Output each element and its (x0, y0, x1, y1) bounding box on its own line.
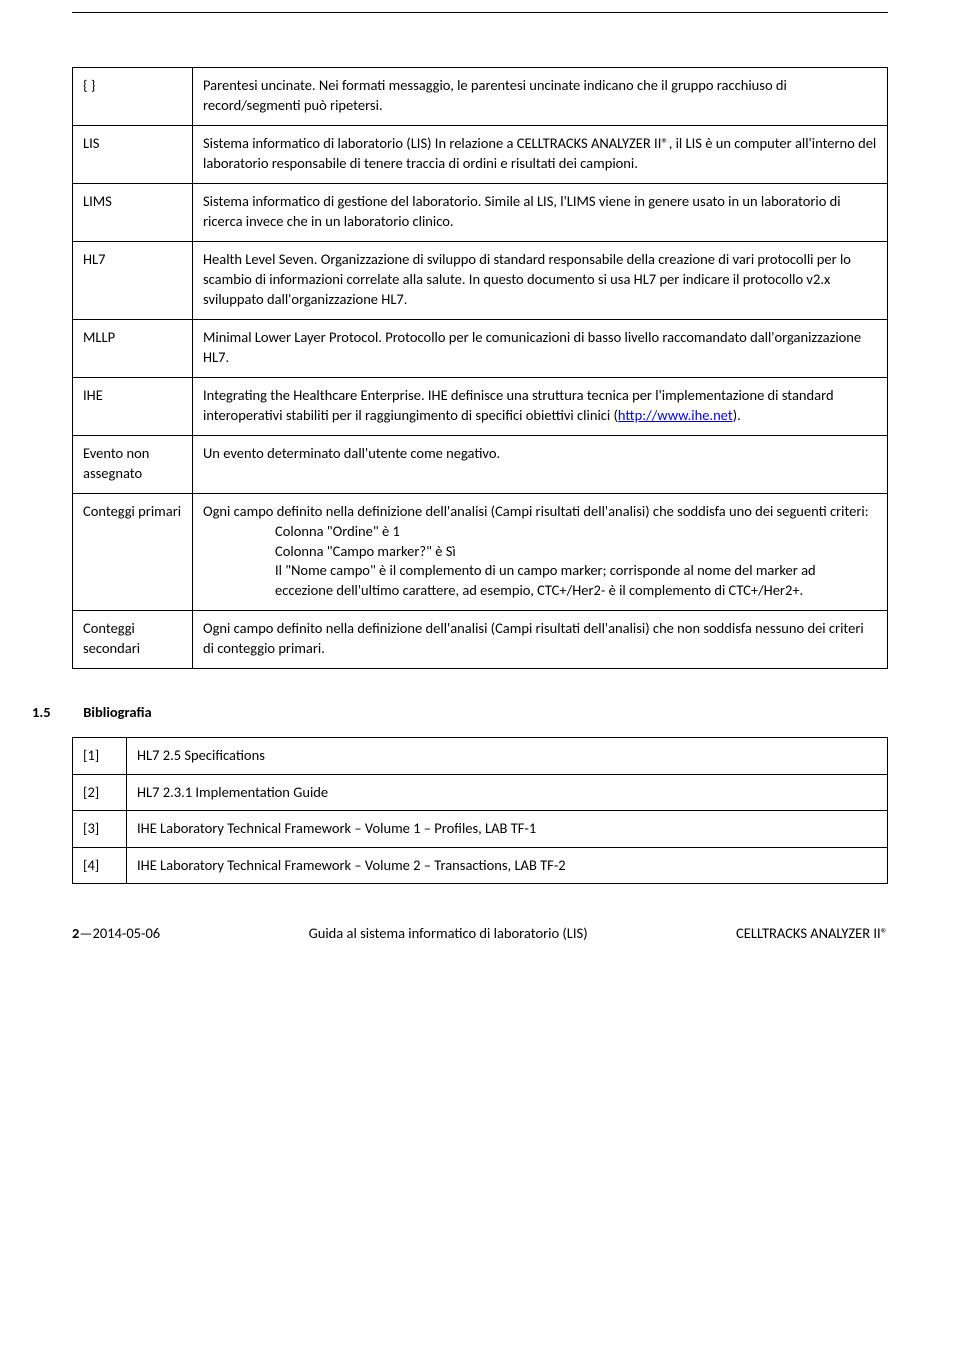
glossary-definition: Minimal Lower Layer Protocol. Protocollo… (193, 320, 888, 378)
glossary-term: IHE (73, 378, 193, 436)
table-row: Evento non assegnatoUn evento determinat… (73, 436, 888, 494)
glossary-definition: Health Level Seven. Organizzazione di sv… (193, 242, 888, 320)
biblio-text: HL7 2.3.1 Implementation Guide (127, 774, 888, 811)
table-row: IHEIntegrating the Healthcare Enterprise… (73, 378, 888, 436)
glossary-term: HL7 (73, 242, 193, 320)
table-row: [4]IHE Laboratory Technical Framework – … (73, 847, 888, 884)
glossary-term: { } (73, 68, 193, 126)
glossary-term: Evento non assegnato (73, 436, 193, 494)
glossary-definition: Sistema informatico di gestione del labo… (193, 184, 888, 242)
table-row: [2]HL7 2.3.1 Implementation Guide (73, 774, 888, 811)
table-row: HL7Health Level Seven. Organizzazione di… (73, 242, 888, 320)
glossary-body: { }Parentesi uncinate. Nei formati messa… (73, 68, 888, 669)
section-head: 1.5 Bibliografia (32, 703, 888, 723)
glossary-definition: Un evento determinato dall'utente come n… (193, 436, 888, 494)
footer-right: CELLTRACKS ANALYZER II® (736, 924, 888, 944)
biblio-text: IHE Laboratory Technical Framework – Vol… (127, 847, 888, 884)
table-row: LISSistema informatico di laboratorio (L… (73, 126, 888, 184)
header-rule (72, 12, 888, 13)
table-row: [1]HL7 2.5 Specifications (73, 737, 888, 774)
glossary-term: LIS (73, 126, 193, 184)
footer-left: 2—2014-05-06 (72, 924, 160, 944)
glossary-term: Conteggi secondari (73, 611, 193, 669)
footer-center: Guida al sistema informatico di laborato… (160, 924, 736, 944)
footer-date: —2014-05-06 (79, 924, 160, 942)
ihe-link[interactable]: http://www.ihe.net (618, 406, 733, 424)
glossary-term: Conteggi primari (73, 494, 193, 611)
table-row: LIMSSistema informatico di gestione del … (73, 184, 888, 242)
glossary-definition: Ogni campo definito nella definizione de… (193, 611, 888, 669)
glossary-definition: Ogni campo definito nella definizione de… (193, 494, 888, 611)
table-row: [3]IHE Laboratory Technical Framework – … (73, 811, 888, 848)
biblio-text: HL7 2.5 Specifications (127, 737, 888, 774)
section-title: Bibliografia (83, 703, 151, 721)
biblio-ref: [2] (73, 774, 127, 811)
glossary-definition: Parentesi uncinate. Nei formati messaggi… (193, 68, 888, 126)
glossary-definition: Integrating the Healthcare Enterprise. I… (193, 378, 888, 436)
section-number: 1.5 (32, 703, 80, 723)
biblio-ref: [1] (73, 737, 127, 774)
table-row: Conteggi secondariOgni campo definito ne… (73, 611, 888, 669)
page-footer: 2—2014-05-06 Guida al sistema informatic… (72, 924, 888, 944)
page: { }Parentesi uncinate. Nei formati messa… (0, 12, 960, 1353)
table-row: MLLPMinimal Lower Layer Protocol. Protoc… (73, 320, 888, 378)
biblio-ref: [3] (73, 811, 127, 848)
table-row: Conteggi primariOgni campo definito nell… (73, 494, 888, 611)
table-row: { }Parentesi uncinate. Nei formati messa… (73, 68, 888, 126)
glossary-definition: Sistema informatico di laboratorio (LIS)… (193, 126, 888, 184)
glossary-term: LIMS (73, 184, 193, 242)
glossary-term: MLLP (73, 320, 193, 378)
biblio-ref: [4] (73, 847, 127, 884)
bibliography-table: [1]HL7 2.5 Specifications[2]HL7 2.3.1 Im… (72, 737, 888, 884)
bibliography-body: [1]HL7 2.5 Specifications[2]HL7 2.3.1 Im… (73, 737, 888, 883)
glossary-table: { }Parentesi uncinate. Nei formati messa… (72, 67, 888, 669)
biblio-text: IHE Laboratory Technical Framework – Vol… (127, 811, 888, 848)
